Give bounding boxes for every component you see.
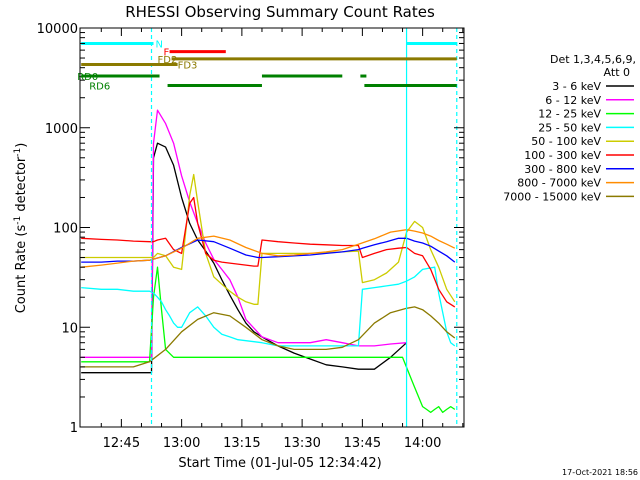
legend-header-2: Att 0: [604, 66, 630, 79]
legend-label-3: 12 - 25 keV: [538, 108, 601, 121]
series-line-6: [81, 196, 456, 308]
legend-label-7: 300 - 800 keV: [524, 163, 601, 176]
state-bar-label-4: FD3: [178, 61, 198, 72]
state-bar-label-6: RD6: [89, 82, 110, 93]
series-line-3: [81, 266, 456, 414]
series-line-4: [81, 266, 456, 347]
svg-text:Count Rate (s-1 detector-1): Count Rate (s-1 detector-1): [13, 143, 29, 314]
legend-label-9: 7000 - 15000 keV: [503, 190, 601, 203]
y-tick-label-5: 10000: [37, 22, 78, 37]
series-line-5: [81, 173, 456, 305]
y-tick-label-3: 100: [53, 222, 78, 237]
state-bar-label-2: F: [164, 48, 170, 59]
ylabel-prefix: Count Rate (s: [14, 225, 29, 314]
ylabel-mid: detector: [14, 156, 29, 216]
x-tick-label-2: 13:00: [163, 436, 200, 451]
legend-header-1: Det 1,3,4,5,6,9,: [550, 53, 636, 66]
y-axis-label: Count Rate (s-1 detector-1): [13, 143, 29, 314]
x-axis-label: Start Time (01-Jul-05 12:34:42): [178, 456, 381, 471]
y-tick-label-4: 1000: [45, 122, 78, 137]
legend-label-4: 25 - 50 keV: [538, 121, 601, 134]
series-layer: [81, 109, 456, 414]
series-line-9: [81, 306, 456, 368]
legend-label-2: 6 - 12 keV: [545, 94, 601, 107]
x-tick-label-3: 13:15: [223, 436, 260, 451]
y-tick-label-2: 10: [61, 321, 78, 336]
x-tick-label-1: 12:45: [103, 436, 140, 451]
chart-title: RHESSI Observing Summary Count Rates: [125, 3, 435, 21]
legend-label-1: 3 - 6 keV: [552, 80, 601, 93]
legend-label-6: 100 - 300 keV: [524, 149, 601, 162]
state-bar-label-1: N: [156, 39, 163, 50]
x-tick-label-4: 13:30: [283, 436, 320, 451]
series-line-2: [81, 109, 407, 358]
legend-label-5: 50 - 100 keV: [531, 135, 601, 148]
ylabel-sup1: -1: [13, 216, 23, 225]
footer-timestamp: 17-Oct-2021 18:56: [562, 468, 638, 477]
state-bar-label-5: RD0: [77, 72, 98, 83]
legend-label-8: 800 - 7000 keV: [517, 177, 601, 190]
y-tick-label-1: 1: [70, 421, 78, 436]
ylabel-sup2: -1: [13, 148, 23, 157]
x-tick-label-5: 13:45: [344, 436, 381, 451]
series-line-1: [81, 142, 408, 374]
series-line-8: [81, 229, 456, 268]
x-tick-label-6: 14:00: [404, 436, 441, 451]
ylabel-suffix: ): [14, 143, 29, 148]
state-bar-label-3: FD2: [158, 55, 178, 66]
axis-layer: 12:45 13:00 13:15 13:30 13:45 14:00 1 10 100 1000…: [37, 22, 465, 451]
